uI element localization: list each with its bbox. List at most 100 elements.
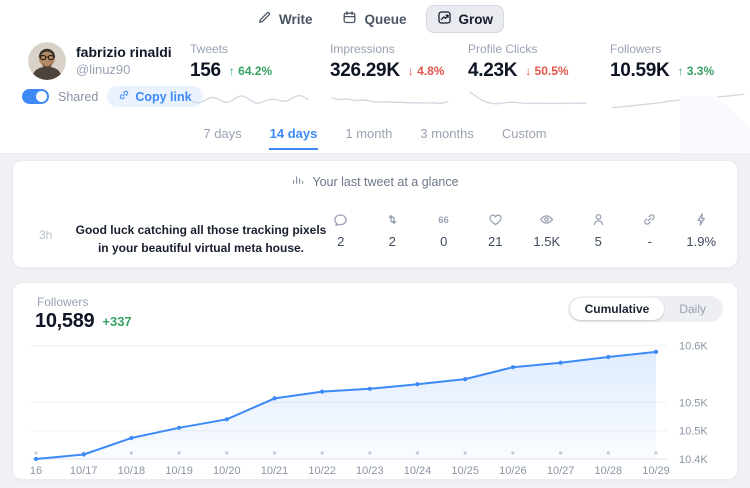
stat-label: Tweets (190, 42, 229, 56)
svg-text:10.4K: 10.4K (679, 454, 708, 466)
chart-square-icon (437, 10, 452, 28)
svg-text:10/18: 10/18 (118, 465, 146, 477)
svg-text:10/27: 10/27 (547, 465, 575, 477)
stat-delta: ↓ 4.8% (407, 64, 445, 78)
metric-value: 0 (440, 234, 448, 249)
svg-text:10/25: 10/25 (451, 465, 479, 477)
stat-value: 4.23K (468, 60, 518, 81)
svg-text:10/21: 10/21 (261, 465, 289, 477)
svg-text:16: 16 (30, 465, 42, 477)
write-button-label: Write (278, 11, 313, 27)
tweet-text: Good luck catching all those tracking pi… (75, 221, 327, 257)
metric-value: 1.9% (686, 234, 717, 249)
svg-text:10/26: 10/26 (499, 465, 527, 477)
pencil-icon (257, 10, 272, 28)
shared-toggle[interactable] (22, 89, 49, 104)
glance-title: Your last tweet at a glance (312, 174, 459, 189)
copy-link-label: Copy link (135, 89, 192, 104)
stat-label: Impressions (330, 42, 395, 56)
stat-delta: ↑ 3.3% (677, 64, 715, 78)
glance-header: Your last tweet at a glance (13, 173, 737, 190)
calendar-icon (342, 10, 357, 28)
tweets-sparkline (190, 89, 310, 111)
svg-text:10/29: 10/29 (642, 465, 670, 477)
tab-3-months[interactable]: 3 months (420, 126, 474, 141)
bar-chart-icon (291, 173, 305, 190)
chart-mode-toggle: Cumulative Daily (567, 296, 723, 322)
tab-7-days[interactable]: 7 days (203, 126, 242, 141)
avatar (28, 42, 66, 80)
header: Write Queue Grow fabrizio (0, 0, 750, 154)
metric-value: 1.5K (533, 234, 561, 249)
link-clicks-icon (642, 212, 657, 227)
tab-custom[interactable]: Custom (501, 126, 547, 141)
svg-text:66: 66 (438, 215, 449, 226)
write-button[interactable]: Write (246, 5, 324, 33)
metric-likes: 21 (470, 212, 522, 249)
like-icon (488, 212, 503, 227)
impressions-sparkline (330, 89, 450, 111)
followers-chart[interactable]: 10.4K 10.5K 10.5K 10.6K 16 10/17 10/18 10/19 10/… (19, 331, 733, 477)
metric-views: 1.5K (521, 212, 573, 249)
stat-label: Profile Clicks (468, 42, 538, 56)
tweet-text-line: in your beautiful virtual meta house. (97, 241, 305, 255)
metric-profile-visits: 5 (573, 212, 625, 249)
metric-quotes: 66 0 (418, 212, 470, 249)
stat-followers: Followers 10.59K ↑ 3.3% (610, 42, 748, 111)
metric-value: 2 (388, 234, 396, 249)
stat-delta: ↓ 50.5% (525, 64, 569, 78)
mode-cumulative[interactable]: Cumulative (569, 298, 665, 320)
profile-name: fabrizio rinaldi (76, 44, 172, 60)
grow-button[interactable]: Grow (425, 5, 505, 33)
stat-profile-clicks: Profile Clicks 4.23K ↓ 50.5% (468, 42, 596, 111)
tab-14-days[interactable]: 14 days (268, 122, 319, 150)
svg-text:10/24: 10/24 (404, 465, 432, 477)
metric-value: - (647, 234, 652, 249)
stat-value: 156 (190, 60, 221, 81)
svg-text:10.5K: 10.5K (679, 397, 708, 409)
followers-sparkline (610, 89, 746, 111)
profile-clicks-sparkline (468, 89, 588, 111)
profile-handle: @linuz90 (76, 62, 131, 77)
stat-value: 326.29K (330, 60, 400, 81)
grow-button-label: Grow (458, 11, 494, 27)
stat-label: Followers (610, 42, 662, 56)
topbar: Write Queue Grow (0, 5, 750, 33)
views-icon (539, 212, 554, 227)
retweet-icon (385, 212, 400, 227)
link-icon (118, 89, 130, 104)
date-range-tabs: 7 days 14 days 1 month 3 months Custom (0, 122, 750, 150)
reply-icon (333, 212, 348, 227)
metric-link-clicks: - (624, 212, 676, 249)
followers-card: Followers 10,589 +337 Cumulative Daily 1… (12, 282, 738, 480)
svg-text:10/23: 10/23 (356, 465, 384, 477)
queue-button[interactable]: Queue (331, 5, 417, 33)
svg-text:10/20: 10/20 (213, 465, 241, 477)
stat-delta: ↑ 64.2% (228, 64, 273, 78)
last-tweet-card: Your last tweet at a glance 3h Good luck… (12, 160, 738, 268)
stat-impressions: Impressions 326.29K ↓ 4.8% (330, 42, 458, 111)
metric-retweets: 2 (367, 212, 419, 249)
metric-engagement-rate: 1.9% (676, 212, 728, 249)
queue-button-label: Queue (364, 11, 407, 27)
tweet-text-line: Good luck catching all those tracking pi… (75, 223, 327, 237)
engagement-rate-icon (694, 212, 709, 227)
svg-text:10/19: 10/19 (165, 465, 193, 477)
metric-value: 21 (488, 234, 503, 249)
svg-text:10.6K: 10.6K (679, 341, 708, 353)
share-row: Shared Copy link (22, 86, 203, 107)
shared-label: Shared (58, 89, 99, 104)
mode-daily[interactable]: Daily (679, 302, 706, 316)
tab-1-month[interactable]: 1 month (345, 126, 393, 141)
svg-text:10/22: 10/22 (308, 465, 336, 477)
followers-card-label: Followers (37, 295, 89, 309)
tweet-age: 3h (39, 228, 53, 242)
copy-link-button[interactable]: Copy link (107, 86, 203, 107)
quote-icon: 66 (436, 212, 451, 227)
svg-text:10/28: 10/28 (595, 465, 623, 477)
profile-visits-icon (591, 212, 606, 227)
tweet-metrics: 2 2 66 0 21 1.5K 5 (315, 212, 727, 249)
svg-text:10/17: 10/17 (70, 465, 98, 477)
metric-replies: 2 (315, 212, 367, 249)
